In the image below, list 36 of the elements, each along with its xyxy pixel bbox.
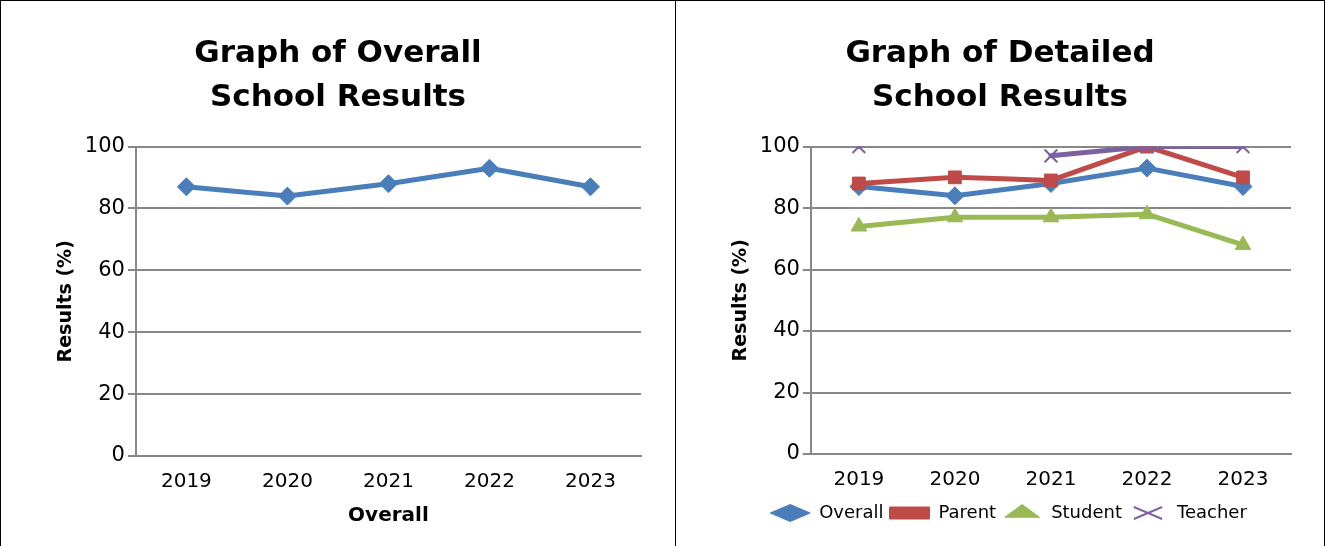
y-tick-label: 20 [98,380,125,405]
y-tick-label: 60 [98,256,125,281]
x-tick-label: 2019 [833,466,885,491]
y-tick-label: 40 [98,318,125,343]
x-tick-label: 2022 [464,468,515,493]
legend-label: Teacher [1175,500,1248,522]
y-tick-label: 80 [98,194,125,219]
y-tick-label: 80 [773,194,800,219]
x-tick-label: 2020 [261,468,313,493]
x-tick-label: 2020 [929,466,981,491]
chart-title: Graph of Overall School Results [193,32,483,115]
y-tick-label: 20 [773,378,800,403]
x-axis-title: Overall [348,502,429,527]
chart-title: Graph of Detailed School Results [844,32,1156,115]
y-tick-label: 60 [773,256,800,281]
y-tick-label: 0 [111,442,125,467]
y-axis-title: Results (%) [728,239,751,362]
x-tick-label: 2021 [1025,466,1077,491]
y-axis-title: Results (%) [53,240,76,363]
legend-label: Overall [819,500,884,522]
x-tick-label: 2021 [362,468,414,493]
point [580,177,600,197]
x-tick-label: 2023 [1217,466,1269,491]
y-tick-label: 100 [759,133,800,158]
x-tick-label: 2019 [160,468,212,493]
x-tick-label: 2022 [1121,466,1173,491]
point [378,174,398,194]
y-tick-label: 100 [84,133,125,158]
legend-label: Student [1051,500,1122,522]
point [479,158,499,178]
y-tick-label: 40 [773,317,800,342]
point [277,186,297,206]
y-tick-label: 0 [786,440,800,465]
x-tick-label: 2023 [565,468,616,493]
point [176,177,196,197]
legend-label: Parent [938,500,997,522]
